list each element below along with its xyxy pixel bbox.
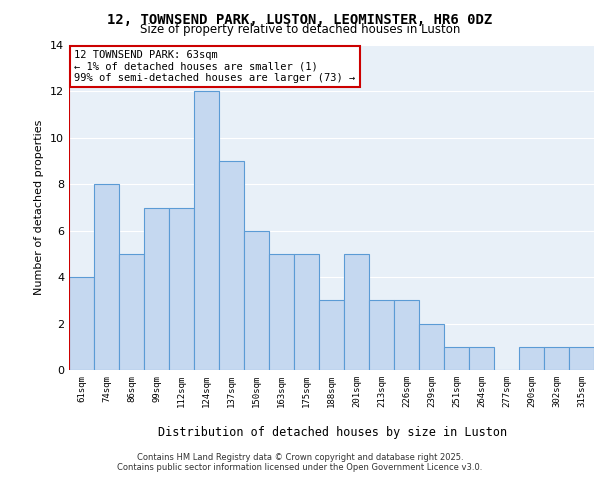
Bar	[244, 230, 269, 370]
Text: Distribution of detached houses by size in Luston: Distribution of detached houses by size …	[158, 426, 508, 439]
Bar	[394, 300, 419, 370]
Bar	[144, 208, 169, 370]
Y-axis label: Number of detached properties: Number of detached properties	[34, 120, 44, 295]
Bar	[444, 347, 469, 370]
Text: Size of property relative to detached houses in Luston: Size of property relative to detached ho…	[140, 22, 460, 36]
Text: 12, TOWNSEND PARK, LUSTON, LEOMINSTER, HR6 0DZ: 12, TOWNSEND PARK, LUSTON, LEOMINSTER, H…	[107, 12, 493, 26]
Bar	[269, 254, 294, 370]
Bar	[69, 277, 94, 370]
Bar	[419, 324, 444, 370]
Bar	[519, 347, 544, 370]
Text: 12 TOWNSEND PARK: 63sqm
← 1% of detached houses are smaller (1)
99% of semi-deta: 12 TOWNSEND PARK: 63sqm ← 1% of detached…	[74, 50, 355, 83]
Bar	[469, 347, 494, 370]
Bar	[94, 184, 119, 370]
Bar	[369, 300, 394, 370]
Text: Contains HM Land Registry data © Crown copyright and database right 2025.
Contai: Contains HM Land Registry data © Crown c…	[118, 453, 482, 472]
Bar	[319, 300, 344, 370]
Bar	[544, 347, 569, 370]
Bar	[569, 347, 594, 370]
Bar	[344, 254, 369, 370]
Bar	[119, 254, 144, 370]
Bar	[219, 161, 244, 370]
Bar	[294, 254, 319, 370]
Bar	[194, 92, 219, 370]
Bar	[169, 208, 194, 370]
